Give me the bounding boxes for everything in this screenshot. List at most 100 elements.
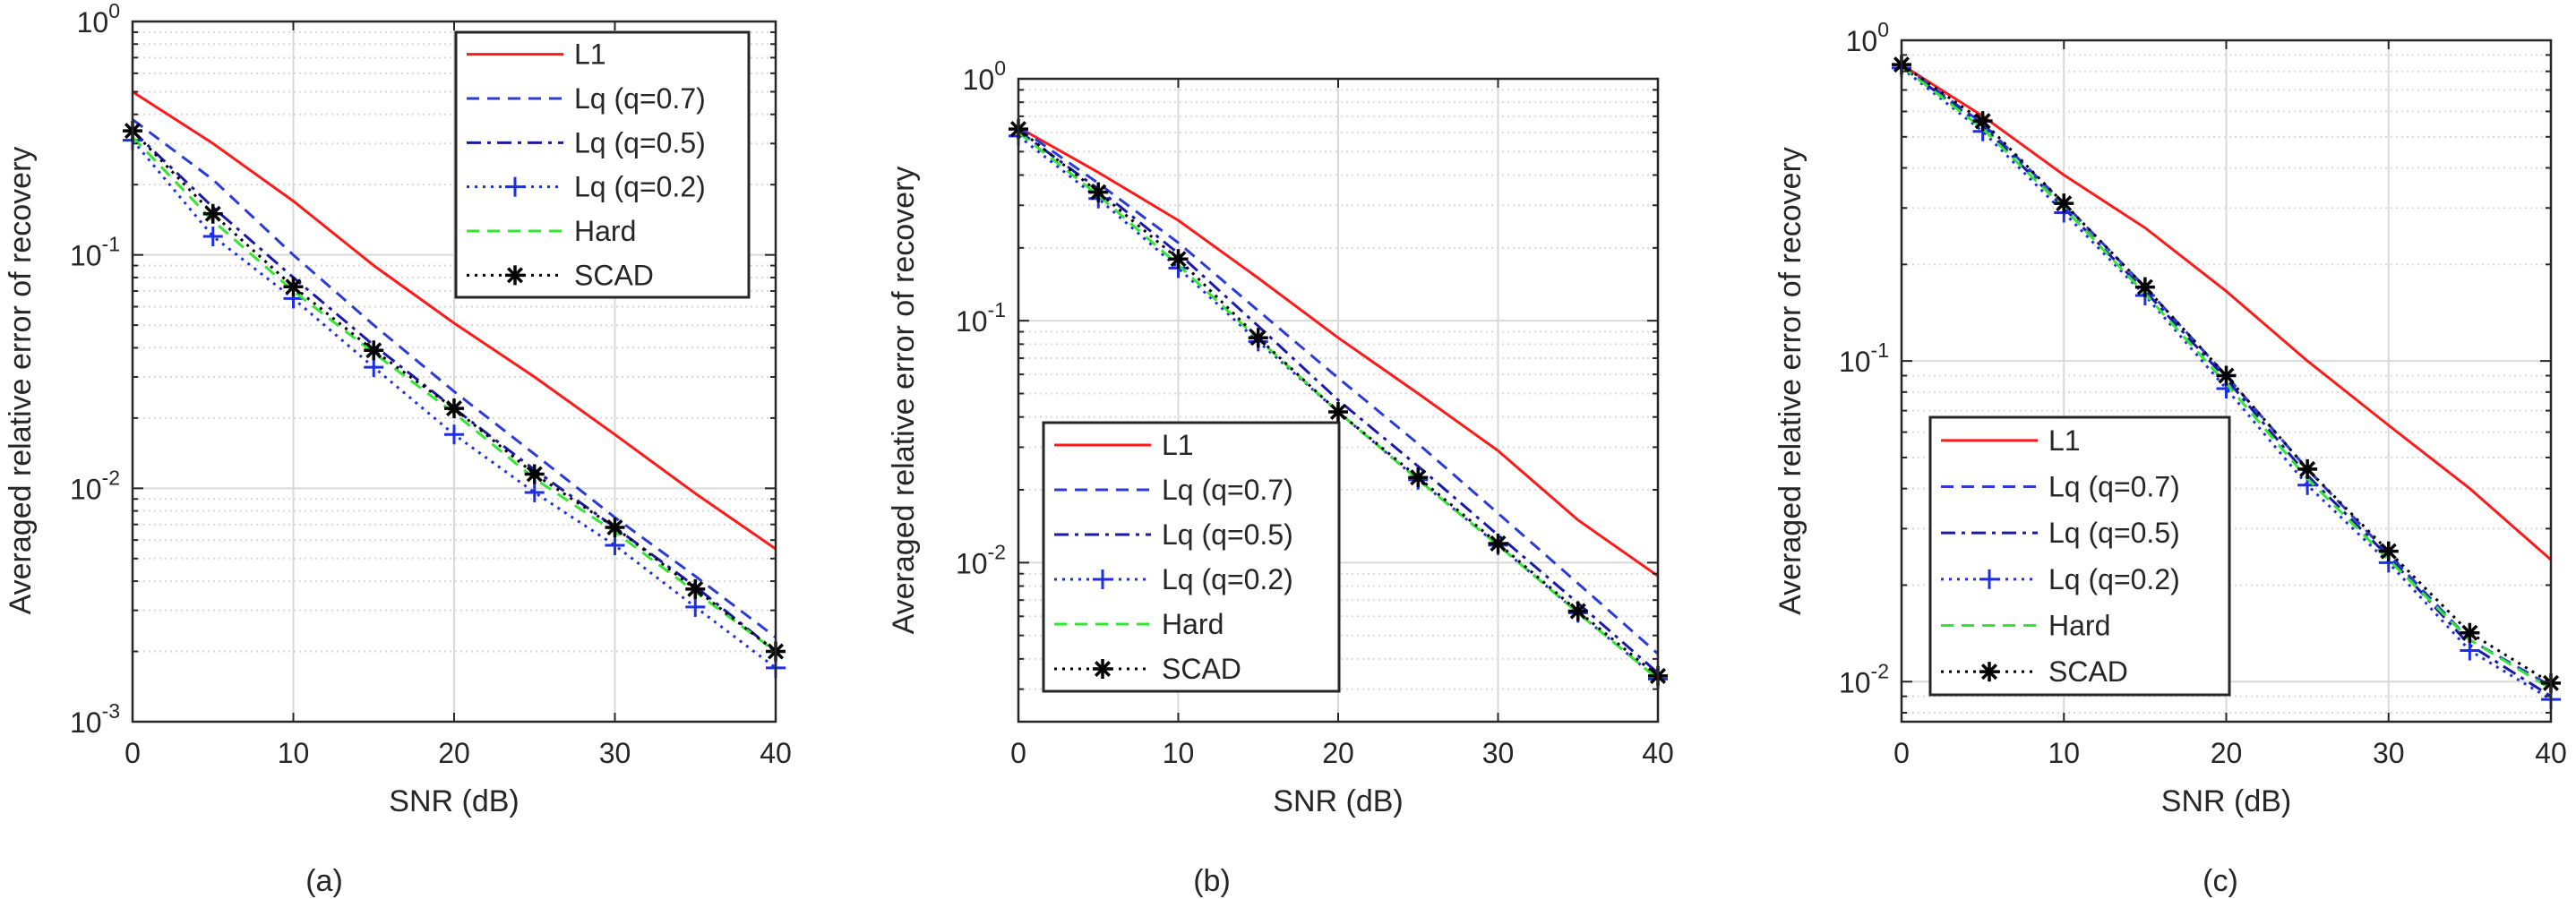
- x-tick-label: 40: [2535, 737, 2567, 769]
- star-marker: [2216, 365, 2237, 386]
- panel-b-caption: (b): [1193, 864, 1231, 898]
- star-marker: [524, 464, 545, 484]
- panel-b: (b) 0 10 20 30 40 10-2 10-1 100 SNR (dB) Averaged…: [887, 56, 1674, 898]
- legend-label: SCAD: [1162, 653, 1241, 685]
- star-marker: [364, 340, 384, 361]
- panel-c-series-l1: [1901, 63, 2552, 561]
- legend-label: Lq (q=0.2): [1162, 563, 1293, 595]
- legend-label: Hard: [1162, 608, 1224, 640]
- panel-b-grid: [1018, 79, 1659, 722]
- legend-label: SCAD: [2048, 655, 2128, 688]
- plus-marker: [685, 596, 706, 617]
- legend-label: Lq (q=0.7): [1162, 474, 1293, 506]
- legend-label: L1: [2048, 424, 2081, 457]
- plus-marker: [524, 482, 545, 502]
- star-marker: [1088, 182, 1109, 202]
- star-marker: [444, 398, 464, 419]
- plus-marker: [605, 535, 625, 555]
- panel-a-caption: (a): [305, 864, 343, 898]
- legend-label: Lq (q=0.5): [1162, 518, 1293, 551]
- legend-label: Lq (q=0.2): [574, 171, 706, 203]
- panel-c-series-scad: [1901, 63, 2552, 685]
- plus-marker: [202, 227, 223, 247]
- legend-label: Hard: [2048, 610, 2110, 642]
- star-marker: [685, 578, 706, 599]
- x-tick-label: 20: [2211, 737, 2243, 769]
- legend-label: SCAD: [574, 259, 654, 291]
- panel-c: (c) 0 10 20 30 40 10-2 10-1 100 SNR (dB) Averaged…: [1773, 18, 2567, 898]
- legend-box: [1928, 415, 2231, 697]
- star-marker: [1972, 111, 1993, 132]
- x-tick-label: 40: [760, 737, 792, 769]
- star-marker: [2134, 277, 2155, 297]
- panel-a-series-scad: [131, 130, 777, 653]
- panel-c-series-lq-q-0-5-: [1901, 64, 2552, 698]
- plus-marker: [364, 357, 384, 378]
- panel-c-series-lq-q-0-2-: [1901, 66, 2552, 701]
- legend-marker: [1094, 660, 1112, 678]
- panel-b-series-lq-q-0-5-: [1018, 129, 1659, 674]
- panel-a: (a) 0 10 20 30 40 10-3 10-2 10-1 100 SNR (dB) Aver…: [4, 0, 792, 898]
- panel-c-x-axis-label: SNR (dB): [2161, 784, 2291, 818]
- panel-b-series-lq-q-0-7-: [1018, 125, 1659, 655]
- star-marker: [1408, 467, 1429, 488]
- legend-box: [1042, 421, 1341, 693]
- panel-b-legend: L1 Lq (q=0.7) Lq (q=0.5) Lq (q=0.2) Hard SCAD: [1042, 421, 1341, 693]
- x-tick-label: 30: [599, 737, 631, 769]
- star-marker: [1488, 533, 1508, 553]
- panel-c-legend: L1 Lq (q=0.7) Lq (q=0.5) Lq (q=0.2) Hard SCAD: [1928, 415, 2231, 697]
- legend-label: Lq (q=0.7): [574, 82, 706, 115]
- plus-marker: [444, 424, 464, 445]
- panel-b-x-axis-label: SNR (dB): [1273, 784, 1403, 818]
- star-marker: [2297, 458, 2318, 479]
- x-tick-label: 10: [2048, 737, 2080, 769]
- legend-label: Hard: [574, 215, 636, 247]
- y-tick-label: 10-1: [1839, 338, 1889, 378]
- panel-a-series-hard: [131, 135, 777, 653]
- star-marker: [1567, 601, 1588, 621]
- y-tick-label: 100: [1846, 18, 1889, 57]
- x-tick-label: 0: [1010, 737, 1026, 769]
- star-marker: [2460, 622, 2480, 643]
- y-tick-label: 10-1: [70, 233, 120, 272]
- x-tick-label: 10: [278, 737, 310, 769]
- panel-b-series-l1: [1018, 125, 1659, 578]
- legend-marker: [506, 267, 524, 284]
- star-marker: [283, 277, 304, 297]
- x-tick-label: 40: [1642, 737, 1674, 769]
- panel-a-y-axis-label: Averaged relative error of recovery: [4, 147, 38, 615]
- x-tick-label: 30: [2373, 737, 2405, 769]
- x-tick-label: 0: [125, 737, 141, 769]
- panel-b-series-hard: [1018, 131, 1659, 681]
- plus-marker: [2460, 640, 2480, 661]
- star-marker: [2378, 541, 2399, 561]
- x-tick-label: 10: [1163, 737, 1195, 769]
- legend-label: Lq (q=0.7): [2048, 471, 2180, 503]
- panel-a-series-lq-q-0-5-: [131, 130, 777, 653]
- star-marker: [605, 517, 625, 537]
- panel-b-y-axis-label: Averaged relative error of recovery: [887, 167, 921, 635]
- legend-label: L1: [574, 39, 606, 71]
- legend-marker: [1980, 664, 1998, 681]
- legend-label: L1: [1162, 429, 1194, 461]
- legend-box: [454, 30, 751, 299]
- y-tick-label: 10-2: [956, 540, 1006, 579]
- panel-c-caption: (c): [2202, 864, 2238, 898]
- panel-c-series-lq-q-0-7-: [1901, 63, 2552, 688]
- y-tick-label: 10-2: [70, 466, 120, 505]
- panel-a-legend: L1 Lq (q=0.7) Lq (q=0.5) Lq (q=0.2) Hard SCAD: [454, 30, 751, 299]
- panel-a-x-axis-label: SNR (dB): [389, 784, 519, 818]
- y-tick-label: 100: [963, 56, 1006, 96]
- star-marker: [1248, 328, 1268, 348]
- x-tick-label: 30: [1482, 737, 1515, 769]
- x-tick-label: 0: [1893, 737, 1910, 769]
- star-marker: [1328, 401, 1348, 422]
- legend-label: Lq (q=0.5): [574, 126, 706, 158]
- panel-a-series-lq-q-0-7-: [132, 118, 777, 638]
- legend-label: Lq (q=0.2): [2048, 563, 2180, 595]
- panel-a-series-l1: [132, 90, 777, 551]
- star-marker: [202, 203, 223, 224]
- legend-label: Lq (q=0.5): [2048, 517, 2180, 549]
- y-tick-label: 100: [77, 0, 120, 39]
